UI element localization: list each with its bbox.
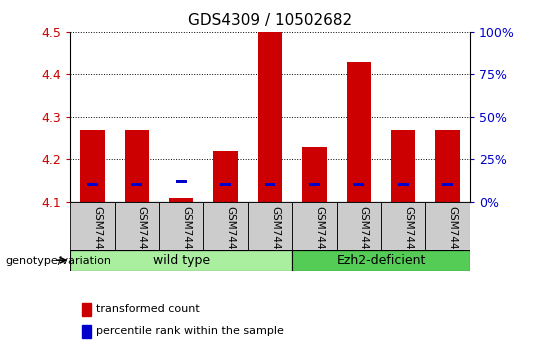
FancyBboxPatch shape xyxy=(292,202,336,250)
Text: GSM744484: GSM744484 xyxy=(181,206,191,269)
Text: GSM744488: GSM744488 xyxy=(359,206,369,269)
Bar xyxy=(82,303,91,316)
FancyBboxPatch shape xyxy=(70,202,114,250)
Bar xyxy=(131,183,143,187)
Bar xyxy=(347,62,371,202)
Bar xyxy=(87,183,98,187)
Bar xyxy=(176,180,187,183)
FancyBboxPatch shape xyxy=(204,202,248,250)
Bar xyxy=(220,183,231,187)
Text: percentile rank within the sample: percentile rank within the sample xyxy=(96,326,284,336)
FancyBboxPatch shape xyxy=(292,250,470,271)
Text: GSM744486: GSM744486 xyxy=(270,206,280,269)
FancyBboxPatch shape xyxy=(159,202,204,250)
Bar xyxy=(391,130,415,202)
Bar xyxy=(435,130,460,202)
Text: GSM744485: GSM744485 xyxy=(226,206,235,269)
FancyBboxPatch shape xyxy=(248,202,292,250)
Text: GSM744483: GSM744483 xyxy=(137,206,147,269)
Text: GSM744489: GSM744489 xyxy=(403,206,413,269)
Bar xyxy=(309,183,320,187)
Text: GSM744482: GSM744482 xyxy=(92,206,103,269)
FancyBboxPatch shape xyxy=(381,202,426,250)
Text: transformed count: transformed count xyxy=(96,304,200,314)
Title: GDS4309 / 10502682: GDS4309 / 10502682 xyxy=(188,13,352,28)
Text: Ezh2-deficient: Ezh2-deficient xyxy=(336,254,426,267)
Text: GSM744490: GSM744490 xyxy=(448,206,457,269)
Bar xyxy=(80,130,105,202)
Bar xyxy=(265,183,275,187)
Text: wild type: wild type xyxy=(153,254,210,267)
Bar xyxy=(258,32,282,202)
FancyBboxPatch shape xyxy=(114,202,159,250)
Bar xyxy=(353,183,365,187)
Bar xyxy=(397,183,409,187)
Bar xyxy=(125,130,149,202)
Bar xyxy=(82,325,91,338)
FancyBboxPatch shape xyxy=(336,202,381,250)
FancyBboxPatch shape xyxy=(426,202,470,250)
Text: genotype/variation: genotype/variation xyxy=(5,256,111,266)
FancyBboxPatch shape xyxy=(70,250,292,271)
Bar xyxy=(169,198,193,202)
Bar xyxy=(302,147,327,202)
Bar xyxy=(442,183,453,187)
Text: GSM744487: GSM744487 xyxy=(314,206,325,269)
Bar xyxy=(213,151,238,202)
